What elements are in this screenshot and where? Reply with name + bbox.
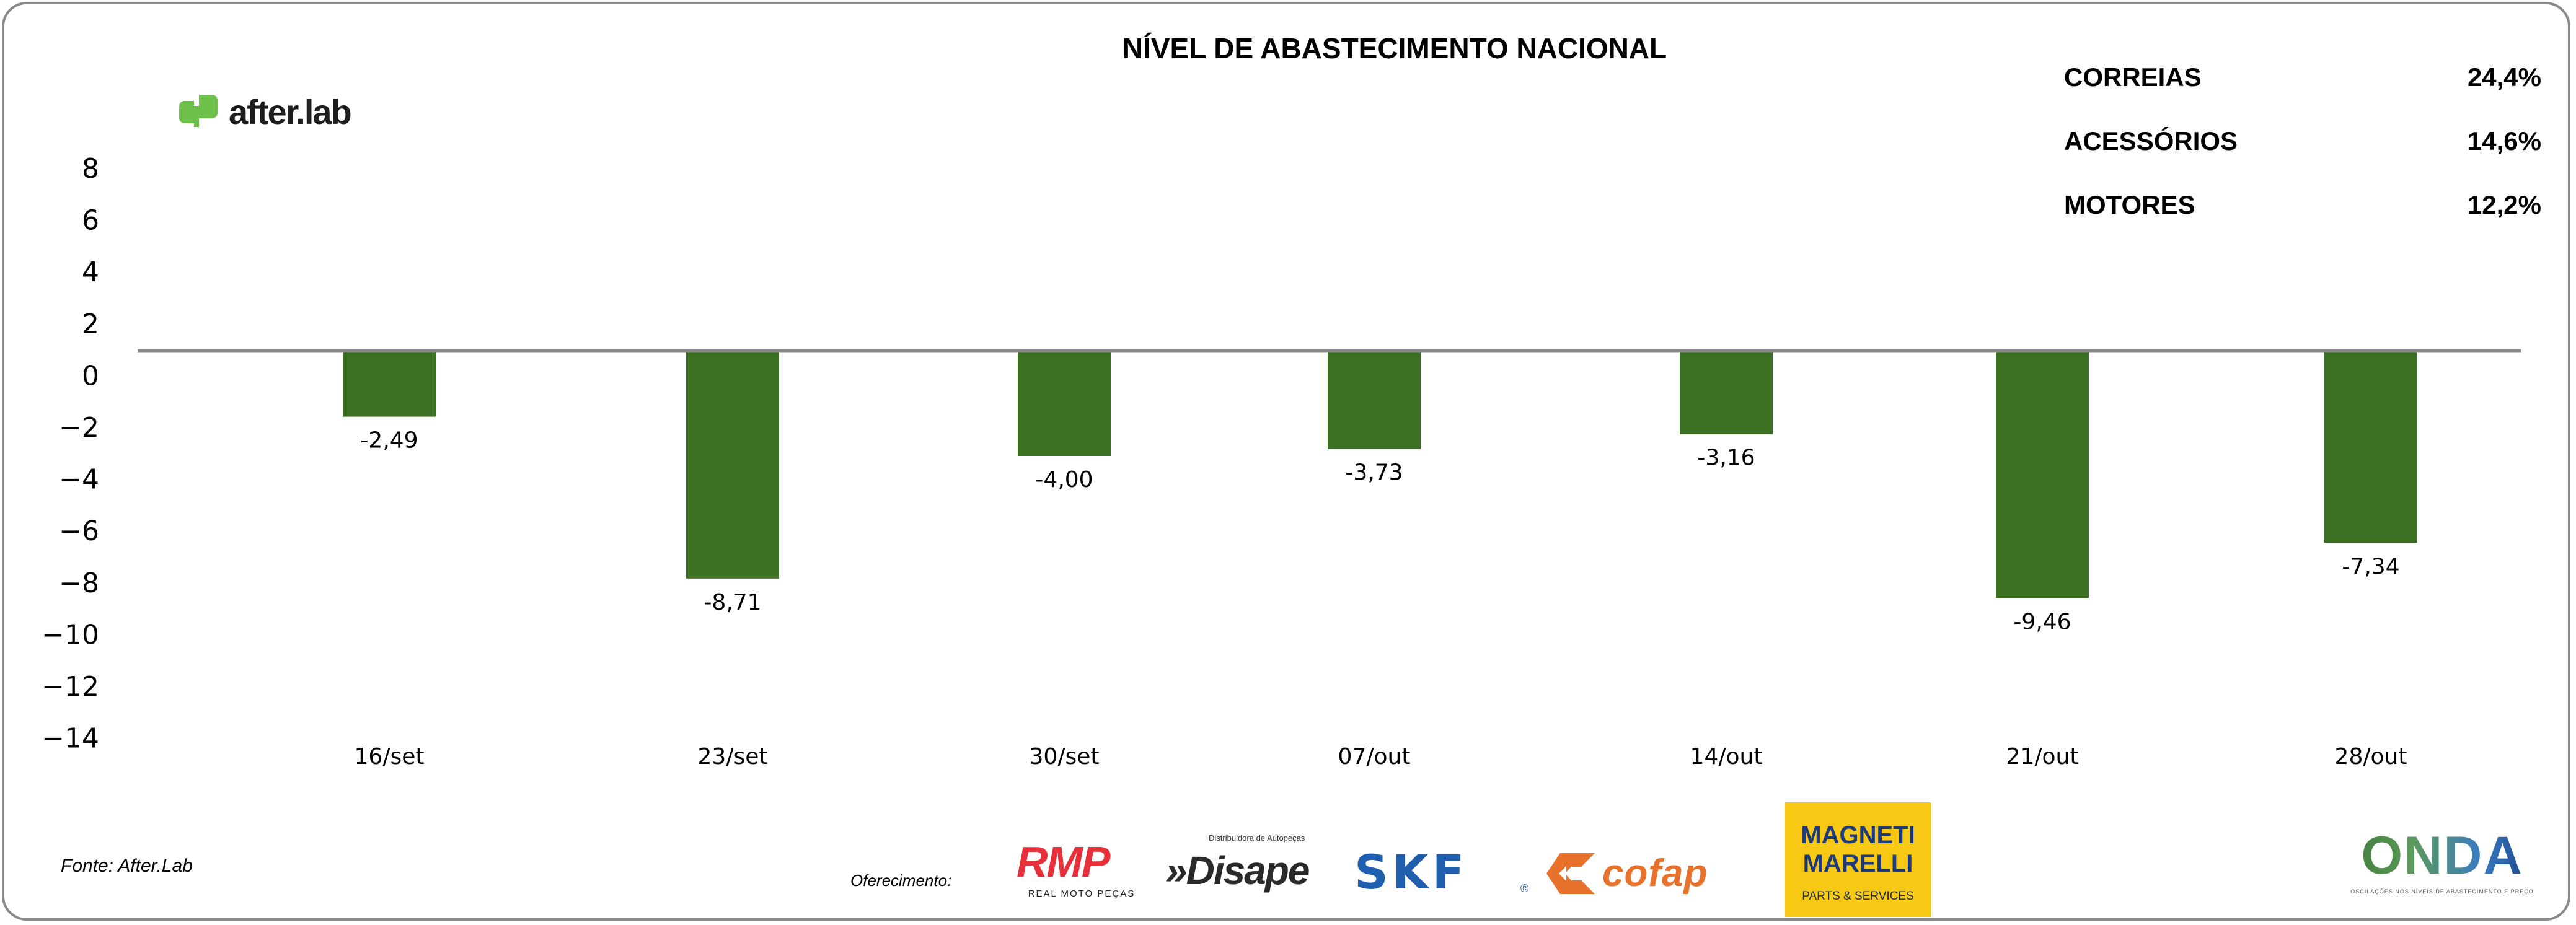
- data-label: -2,49: [360, 428, 418, 454]
- value-labels: -2,49 -8,71 -4,00 -3,73 -3,16 -9,46 -7,34: [360, 428, 2399, 635]
- x-tick-label: 28/out: [2335, 744, 2407, 769]
- data-label: -8,71: [704, 590, 761, 615]
- bar: [2324, 352, 2417, 543]
- y-tick-label: 8: [82, 153, 99, 185]
- magneti-marelli-logo: MAGNETI MARELLI PARTS & SERVICES: [1785, 802, 1931, 917]
- y-tick-label: −8: [59, 568, 99, 599]
- magneti-marelli-logo-text: MAGNETI MARELLI: [1801, 822, 1915, 877]
- legend-row: CORREIAS 24,4%: [2064, 62, 2541, 126]
- afterlab-logo: after.lab: [177, 92, 352, 131]
- data-label: -9,46: [2013, 609, 2071, 634]
- x-axis-labels: 16/set 23/set 30/set 07/out 14/out 21/out 28/o…: [355, 744, 2407, 769]
- y-tick-label: 6: [82, 205, 99, 237]
- x-tick-label: 30/set: [1030, 744, 1100, 769]
- legend-value: 24,4%: [2467, 63, 2541, 92]
- legend-label: CORREIAS: [2064, 63, 2202, 92]
- x-tick-label: 23/set: [698, 744, 768, 769]
- source-note: Fonte: After.Lab: [61, 856, 193, 876]
- disape-logo-text: »Disape: [1165, 848, 1310, 893]
- data-label: -7,34: [2342, 554, 2399, 579]
- legend-label: MOTORES: [2064, 190, 2195, 219]
- y-tick-label: 0: [82, 360, 99, 392]
- category-legend: CORREIAS 24,4% ACESSÓRIOS 14,6% MOTORES …: [2064, 62, 2541, 253]
- legend-value: 12,2%: [2467, 190, 2541, 219]
- y-tick-label: −2: [59, 412, 99, 444]
- skf-logo-text: SKF: [1354, 844, 1468, 900]
- legend-label: ACESSÓRIOS: [2064, 126, 2238, 156]
- y-tick-label: −14: [42, 723, 99, 755]
- disape-logo: Distribuidora de Autopeças »Disape: [1165, 833, 1339, 908]
- x-tick-label: 14/out: [1690, 744, 1763, 769]
- data-label: -3,73: [1345, 460, 1403, 486]
- afterlab-logo-icon: [179, 95, 218, 127]
- legend-row: ACESSÓRIOS 14,6%: [2064, 126, 2541, 190]
- disape-tagline: Distribuidora de Autopeças: [1209, 833, 1305, 843]
- y-tick-label: −10: [42, 619, 99, 651]
- bars: [343, 352, 2417, 598]
- skf-logo: SKF ®: [1354, 846, 1534, 901]
- y-tick-label: −4: [59, 464, 99, 496]
- bar: [1018, 352, 1111, 456]
- onda-tagline: OSCILAÇÕES NOS NÍVEIS DE ABASTECIMENTO E…: [2350, 888, 2534, 895]
- rmp-tagline: REAL MOTO PEÇAS: [1028, 888, 1136, 899]
- bar: [686, 352, 779, 579]
- x-tick-label: 16/set: [355, 744, 425, 769]
- bar: [343, 352, 436, 417]
- bar: [1996, 352, 2089, 598]
- cofap-chevron-icon: [1546, 853, 1595, 894]
- cofap-logo-text: cofap: [1602, 851, 1708, 895]
- cofap-logo: cofap: [1546, 850, 1763, 897]
- y-tick-label: −12: [42, 671, 99, 703]
- bar: [1680, 352, 1773, 434]
- y-tick-label: −6: [59, 515, 99, 547]
- chart-title: NÍVEL DE ABASTECIMENTO NACIONAL: [1122, 32, 1667, 64]
- legend-value: 14,6%: [2467, 126, 2541, 156]
- y-axis-ticks: 8 6 4 2 0 −2 −4 −6 −8 −10 −12 −14: [42, 153, 99, 755]
- x-tick-label: 07/out: [1338, 744, 1411, 769]
- legend-row: MOTORES 12,2%: [2064, 190, 2541, 253]
- onda-logo-text: ONDA: [2343, 827, 2541, 884]
- sponsor-label: Oferecimento:: [850, 871, 952, 890]
- bar: [1328, 352, 1421, 449]
- y-tick-label: 2: [82, 309, 99, 340]
- data-label: -4,00: [1035, 467, 1093, 493]
- registered-mark-icon: ®: [1520, 882, 1529, 895]
- onda-logo: ONDA OSCILAÇÕES NOS NÍVEIS DE ABASTECIME…: [2343, 827, 2541, 901]
- y-tick-label: 4: [82, 256, 99, 288]
- rmp-logo-text: RMP: [1017, 838, 1111, 886]
- rmp-logo: RMP REAL MOTO PEÇAS: [1017, 840, 1147, 908]
- x-tick-label: 21/out: [2006, 744, 2079, 769]
- data-label: -3,16: [1697, 445, 1755, 471]
- afterlab-logo-text: after.lab: [229, 92, 352, 131]
- magneti-marelli-tagline: PARTS & SERVICES: [1802, 890, 1914, 903]
